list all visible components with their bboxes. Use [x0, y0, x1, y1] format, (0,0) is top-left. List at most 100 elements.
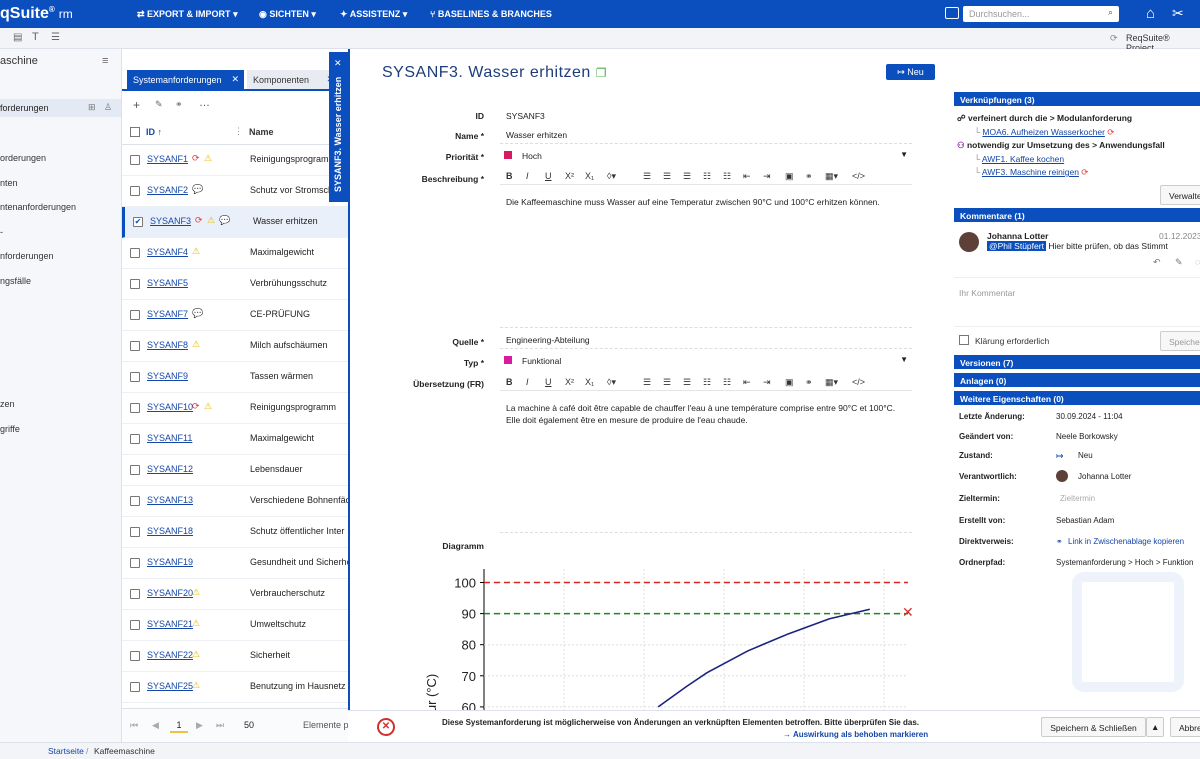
outdent-icon[interactable]: ⇤ [743, 377, 751, 387]
row-checkbox[interactable] [130, 620, 140, 630]
link-icon[interactable]: ⚭ [805, 171, 813, 181]
align-right-icon[interactable]: ☰ [683, 377, 692, 387]
save-options-dropdown[interactable]: ▲ [1146, 717, 1164, 737]
search-input[interactable]: Durchsuchen... ⌕ [963, 6, 1119, 22]
row-checkbox[interactable] [130, 527, 140, 537]
save-and-close-button[interactable]: Speichern & Schließen [1041, 717, 1146, 737]
project-name[interactable]: ReqSuite® Project [1126, 33, 1170, 53]
property-value[interactable]: Zieltermin [1060, 494, 1096, 503]
tree-item[interactable]: - [0, 227, 3, 237]
database-icon[interactable]: ☰ [51, 32, 60, 43]
attachments-section-header[interactable]: Anlagen (0) [954, 373, 1200, 387]
first-page-icon[interactable]: ⏮ [130, 720, 139, 730]
align-left-icon[interactable]: ☰ [643, 377, 652, 387]
row-checkbox[interactable] [130, 155, 140, 165]
row-id-link[interactable]: SYSANF22 [147, 650, 194, 660]
link-icon[interactable]: ⚭ [805, 377, 813, 387]
property-value[interactable]: Link in Zwischenablage kopieren [1068, 537, 1185, 546]
numbered-list-icon[interactable]: ☷ [723, 377, 732, 387]
row-checkbox[interactable] [130, 341, 140, 351]
tree-item[interactable]: griffe [0, 424, 20, 434]
row-id-link[interactable]: SYSANF18 [147, 526, 194, 536]
row-id-link[interactable]: SYSANF19 [147, 557, 194, 567]
breadcrumb-home[interactable]: Startseite [48, 746, 84, 756]
cancel-button[interactable]: Abbre [1170, 717, 1200, 737]
row-id-link[interactable]: SYSANF8 [147, 340, 189, 350]
briefcase-icon[interactable] [945, 7, 959, 19]
row-checkbox[interactable]: ✔ [133, 217, 143, 227]
nav-export-import[interactable]: ⇄ EXPORT & IMPORT ▾ [137, 9, 238, 19]
prev-page-icon[interactable]: ◀ [152, 720, 159, 730]
menu-icon[interactable]: ≡ [102, 55, 109, 67]
tree-item[interactable]: zen [0, 399, 15, 409]
numbered-list-icon[interactable]: ☷ [723, 171, 732, 181]
table-icon[interactable]: ▦▾ [825, 171, 839, 181]
versions-section-header[interactable]: Versionen (7) [954, 355, 1200, 369]
type-select[interactable]: Funktional ▼ [500, 353, 912, 369]
row-id-link[interactable]: SYSANF21 [147, 619, 194, 629]
row-checkbox[interactable] [130, 682, 140, 692]
app-logo[interactable]: qSuite® rm [0, 5, 73, 23]
more-icon[interactable]: ◌ [1195, 257, 1200, 267]
bullet-list-icon[interactable]: ☷ [703, 171, 712, 181]
outdent-icon[interactable]: ⇤ [743, 171, 751, 181]
text-icon[interactable]: T [32, 31, 39, 43]
table-row[interactable]: SYSANF4 ⚠ Maximalgewicht [122, 238, 348, 269]
italic-icon[interactable]: I [526, 377, 529, 387]
row-id-link[interactable]: SYSANF25 [147, 681, 194, 691]
code-icon[interactable]: </> [852, 171, 866, 181]
vertical-tab-detail[interactable]: ✕ SYSANF3. Wasser erhitzen [329, 52, 348, 202]
tools-icon[interactable]: ✂ [1172, 5, 1184, 21]
tree-item[interactable]: nten [0, 178, 18, 188]
row-id-link[interactable]: SYSANF2 [147, 185, 189, 195]
table-row[interactable]: SYSANF13 Verschiedene Bohnenfäc [122, 486, 348, 517]
tree-item[interactable]: nforderungen [0, 251, 54, 261]
indent-icon[interactable]: ⇥ [763, 171, 771, 181]
row-id-link[interactable]: SYSANF12 [147, 464, 194, 474]
table-row[interactable]: SYSANF19 Gesundheit und Sicherhe [122, 548, 348, 579]
properties-section-header[interactable]: Weitere Eigenschaften (0) [954, 391, 1200, 405]
more-icon[interactable]: … [199, 97, 210, 109]
row-checkbox[interactable] [130, 434, 140, 444]
linked-item-awf3[interactable]: └ AWF3. Maschine reinigen ⟳ [974, 167, 1088, 178]
nav-assistenz[interactable]: ✦ ASSISTENZ ▾ [340, 9, 408, 19]
table-row[interactable]: SYSANF1 ⟳ ⚠ Reinigungsprogram [122, 145, 348, 176]
table-row[interactable]: SYSANF9 Tassen wärmen [122, 362, 348, 393]
nav-sichten[interactable]: ◉ SICHTEN ▾ [259, 9, 316, 19]
status-new-button[interactable]: ↦ Neu [886, 64, 935, 80]
description-editor[interactable]: Die Kaffeemaschine muss Wasser auf eine … [506, 197, 880, 207]
superscript-icon[interactable]: X² [565, 377, 574, 387]
reply-icon[interactable]: ↶ [1153, 257, 1161, 267]
row-checkbox[interactable] [130, 310, 140, 320]
image-icon[interactable]: ▣ [785, 377, 794, 387]
italic-icon[interactable]: I [526, 171, 529, 181]
underline-icon[interactable]: U [545, 377, 552, 387]
color-icon[interactable]: ◊▾ [607, 171, 616, 181]
select-all-checkbox[interactable] [130, 127, 140, 137]
tree-item[interactable]: ntenanforderungen [0, 202, 77, 212]
row-id-link[interactable]: SYSANF11 [147, 433, 193, 443]
close-icon[interactable]: ✕ [231, 74, 239, 84]
bullet-list-icon[interactable]: ☷ [703, 377, 712, 387]
row-checkbox[interactable] [130, 279, 140, 289]
table-row[interactable]: ✔ SYSANF3 ⟳ ⚠ 💬 Wasser erhitzen [122, 207, 348, 238]
folder-add-icon[interactable]: ⊞ [88, 102, 96, 112]
table-row[interactable]: SYSANF7 💬 CE-PRÜFUNG [122, 300, 348, 331]
table-row[interactable]: SYSANF5 Verbrühungsschutz [122, 269, 348, 300]
row-checkbox[interactable] [130, 248, 140, 258]
row-id-link[interactable]: SYSANF7 [147, 309, 189, 319]
document-icon[interactable]: ▤ [13, 32, 23, 43]
current-page[interactable]: 1 [170, 717, 188, 733]
row-checkbox[interactable] [130, 496, 140, 506]
column-id-header[interactable]: ID ↑ [146, 127, 162, 137]
table-row[interactable]: SYSANF2 💬 Schutz vor Stromschlag [122, 176, 348, 207]
row-checkbox[interactable] [130, 651, 140, 661]
align-right-icon[interactable]: ☰ [683, 171, 692, 181]
row-id-link[interactable]: SYSANF20 [147, 588, 194, 598]
translation-editor[interactable]: La machine à café doit être capable de c… [506, 403, 896, 425]
align-left-icon[interactable]: ☰ [643, 171, 652, 181]
table-row[interactable]: SYSANF21 ⚠ Umweltschutz [122, 610, 348, 641]
add-icon[interactable]: + [133, 98, 141, 112]
color-icon[interactable]: ◊▾ [607, 377, 616, 387]
tree-item[interactable]: ngsfälle [0, 276, 32, 286]
